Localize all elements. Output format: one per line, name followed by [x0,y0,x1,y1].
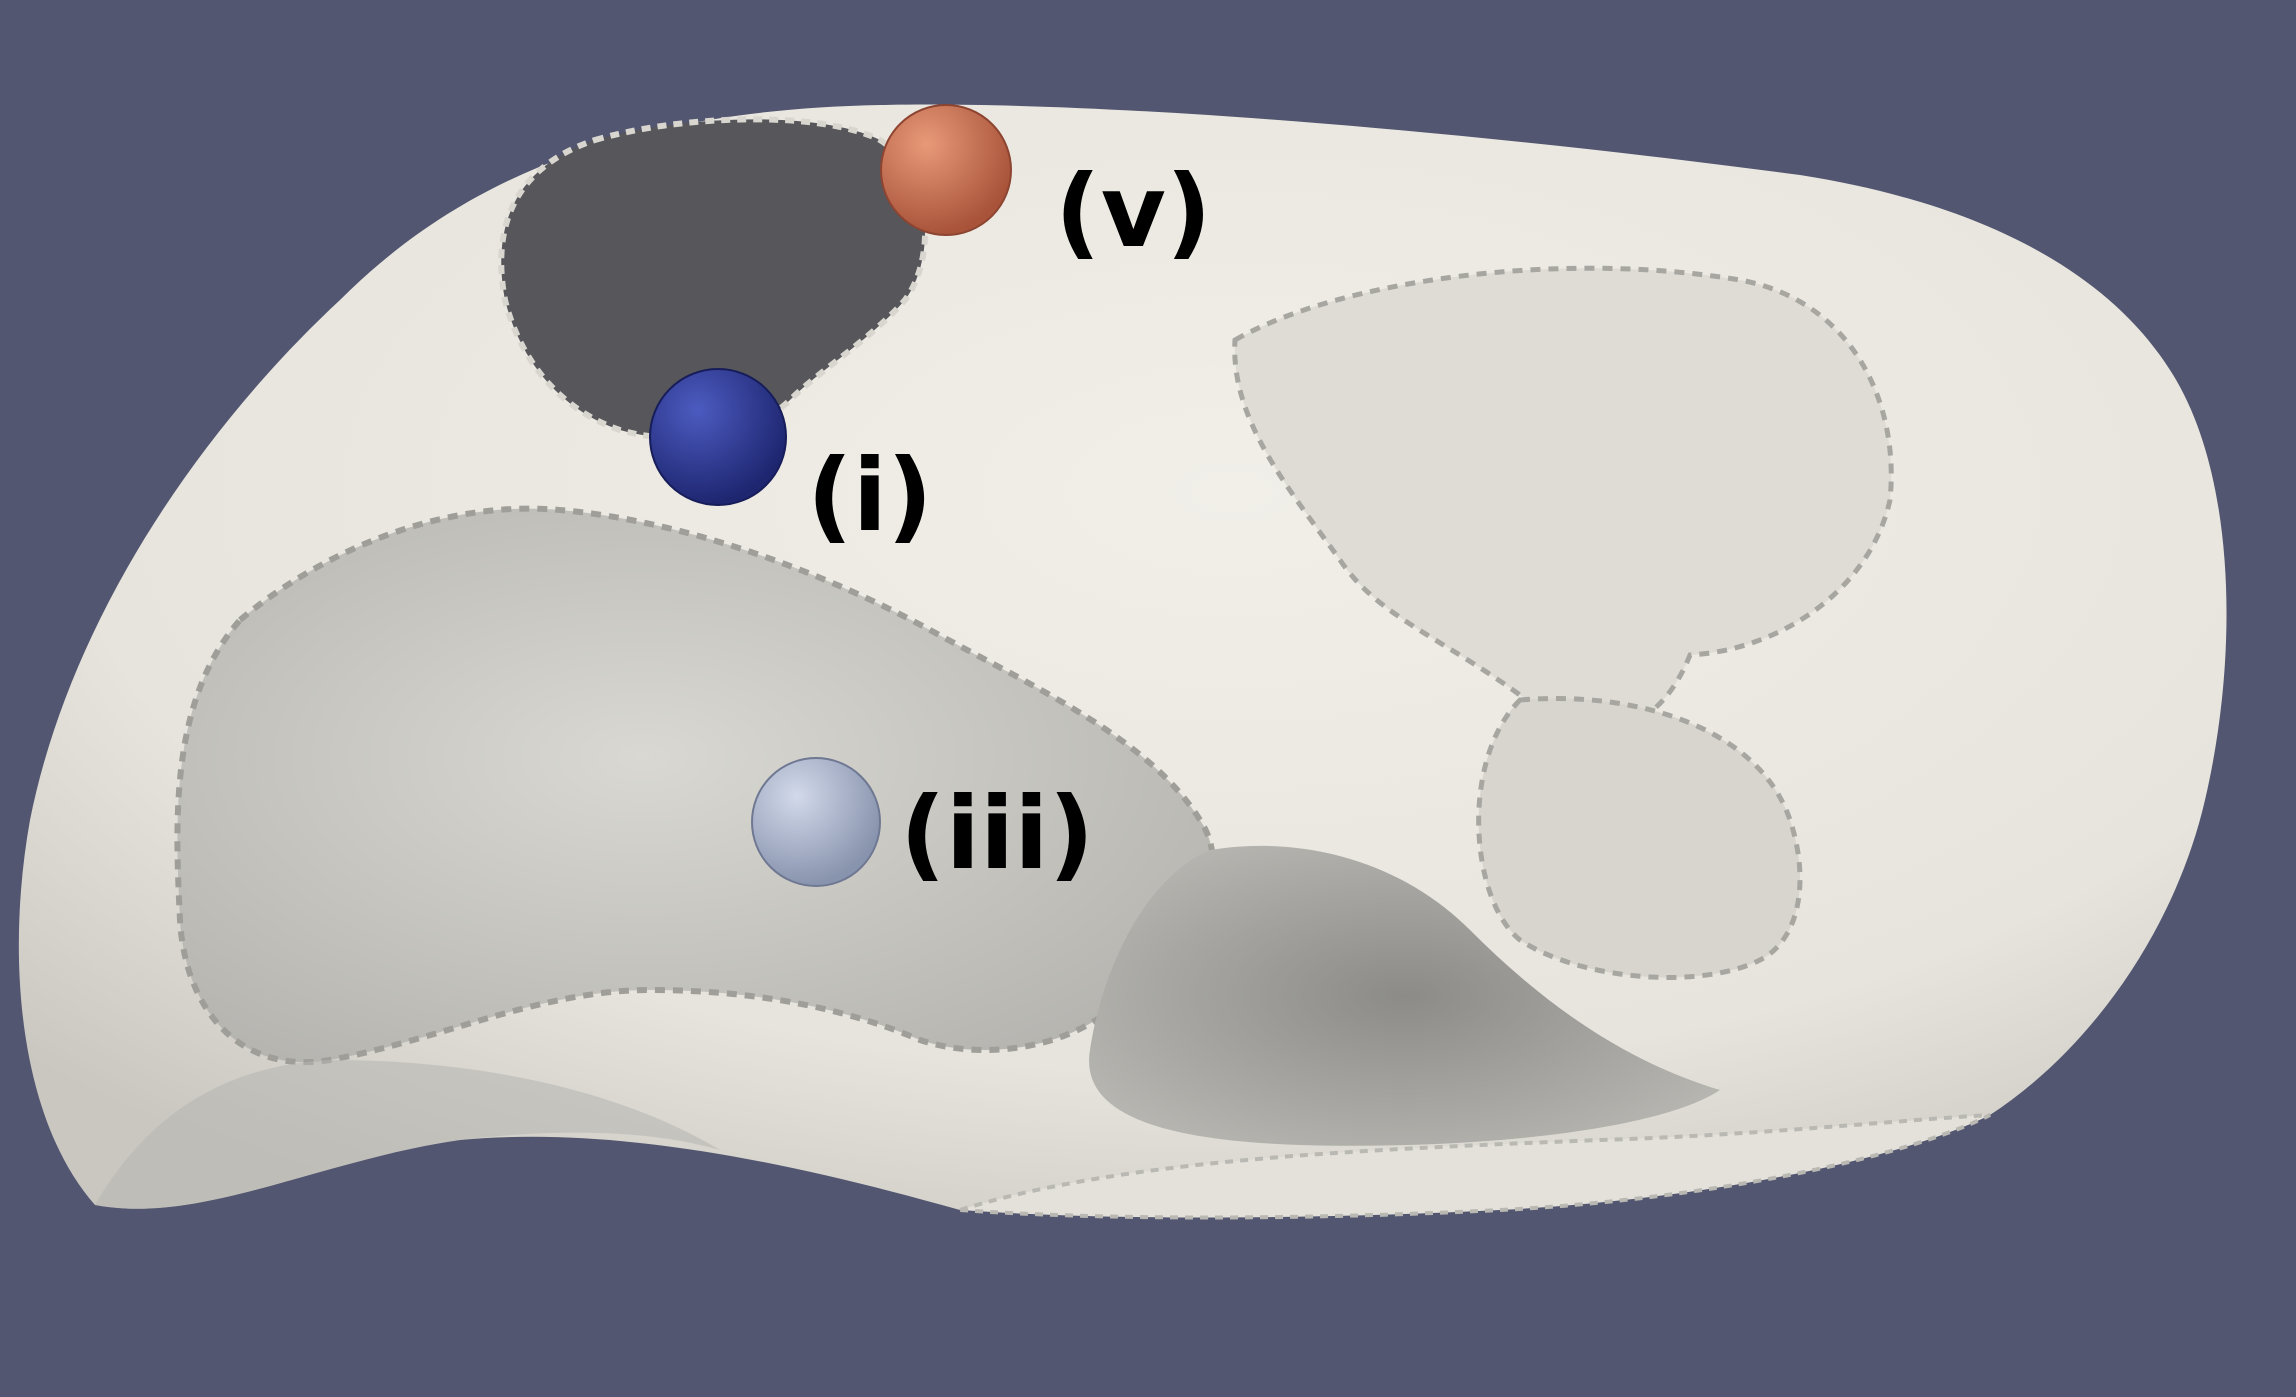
region-left [174,505,1216,1066]
marker-iii-sphere [751,757,881,887]
region-right [1232,265,1894,733]
fold-lower [1089,845,1720,1146]
marker-i-sphere [649,368,787,506]
bottom-flap [959,1113,1991,1220]
marker-v-label: (v) [1055,153,1212,270]
marker-iii-label: (iii) [900,775,1094,892]
shadow-left [95,1060,720,1209]
marker-i-label: (i) [807,437,933,554]
marker-v-sphere [880,104,1012,236]
opening-upper [498,116,928,442]
region-lower-right [1476,696,1803,980]
